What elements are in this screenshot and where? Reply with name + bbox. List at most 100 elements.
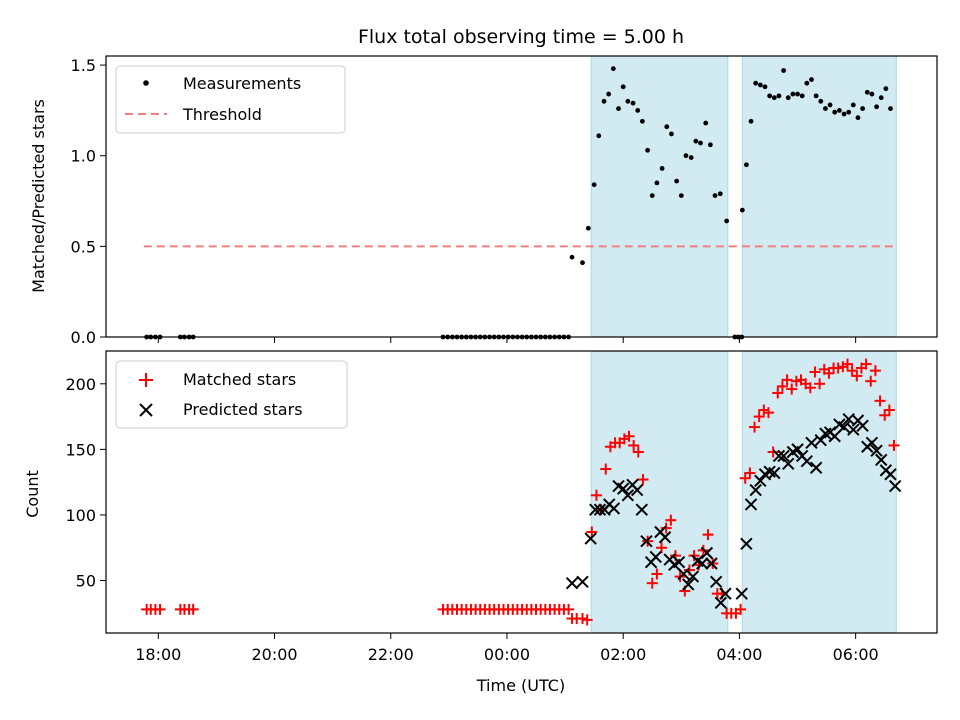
measurement-point [707, 142, 713, 148]
matched-point [637, 474, 649, 486]
measurement-point [795, 91, 800, 97]
matched-point [586, 526, 598, 538]
x-tick-label: 22:00 [368, 645, 414, 664]
measurement-point [678, 193, 684, 198]
predicted-point [870, 444, 883, 457]
matched-legend-marker [139, 373, 153, 387]
predicted-point [682, 578, 695, 591]
measurement-point [850, 102, 856, 108]
top-plot-frame [105, 55, 938, 338]
matched-point [753, 411, 765, 423]
predicted-point [705, 557, 718, 570]
bottom-plot-frame [105, 350, 938, 634]
measurement-point [620, 84, 626, 90]
ratio-panel: 0.0 0.5 1.0 1.5 Matched/Predicted stars Mea… [29, 55, 938, 347]
count-panel: 50 100 150 200 18:00 20:00 22:00 00:00 02:00 04:… [23, 350, 938, 695]
predicted-point [782, 457, 795, 471]
predicted-point [672, 555, 686, 569]
measurement-point [832, 109, 838, 115]
measurement-point [693, 138, 699, 144]
measurement-point [836, 107, 842, 113]
x-axis-label: Time (UTC) [476, 676, 565, 695]
matched-point [590, 489, 602, 501]
measurement-point [639, 118, 645, 124]
measurement-point [771, 95, 777, 101]
y-tick-label: 200 [65, 375, 96, 394]
predicted-point [616, 482, 630, 495]
measurement-point [888, 106, 893, 111]
predicted-point [791, 443, 804, 456]
y-tick-label: 100 [65, 506, 96, 525]
matched-point [651, 568, 663, 580]
predicted-point [696, 557, 709, 570]
measurement-point [883, 86, 889, 92]
measurement-point [606, 91, 612, 97]
y-tick-label: 0.5 [71, 237, 96, 256]
measurement-point [841, 111, 847, 117]
measurement-point [625, 98, 631, 104]
matched-point [656, 542, 668, 554]
predicted-point [749, 483, 762, 497]
measurement-point [601, 98, 607, 104]
top-shaded-intervals [590, 55, 897, 338]
predicted-point [709, 575, 723, 589]
matched-point [623, 430, 635, 442]
predicted-point [809, 461, 823, 474]
measurement-point [799, 93, 805, 99]
measurement-point [762, 84, 768, 90]
predicted-point [805, 436, 818, 450]
matched-point [772, 387, 784, 399]
x-tick-label: 18:00 [135, 645, 181, 664]
measurement-point [827, 102, 833, 108]
top-y-axis: 0.0 0.5 1.0 1.5 [71, 56, 106, 347]
measurements-legend-marker [143, 80, 149, 86]
measurements-legend-label: Measurements [183, 74, 301, 93]
matched-point [187, 603, 199, 615]
top-x-ticks [157, 337, 857, 343]
matched-point [660, 522, 672, 534]
x-tick-label: 04:00 [716, 645, 762, 664]
predicted-point [772, 449, 786, 463]
threshold-legend-label: Threshold [182, 105, 262, 124]
matched-point [809, 366, 821, 378]
y-tick-label: 50 [76, 572, 96, 591]
predicted-point [630, 483, 644, 497]
measurement-point [748, 118, 754, 124]
measurement-point [776, 93, 782, 99]
predicted-point [777, 449, 790, 463]
measurement-point [645, 147, 651, 153]
predicted-point [686, 570, 700, 583]
predicted-point [744, 498, 758, 511]
predicted-point [593, 503, 607, 516]
measurement-point [569, 254, 575, 260]
measurement-point [753, 80, 759, 86]
matched-stars-series [141, 358, 900, 626]
matched-point [600, 463, 612, 475]
predicted-point [875, 453, 888, 467]
matched-point [581, 614, 593, 626]
measurement-point [790, 91, 796, 97]
predicted-point [621, 489, 635, 502]
measurement-point [785, 95, 791, 101]
measurement-point [616, 106, 621, 111]
measurements-series [144, 66, 893, 340]
measurement-point [846, 109, 852, 115]
predicted-point [565, 576, 579, 590]
shaded-interval-2 [741, 55, 897, 338]
matched-point [665, 514, 677, 526]
matched-point [869, 365, 881, 377]
matched-point [762, 407, 774, 419]
matched-point [860, 358, 872, 370]
x-tick-label: 20:00 [251, 645, 297, 664]
measurement-point [630, 100, 636, 106]
predicted-legend-label: Predicted stars [183, 400, 303, 419]
shaded-interval-1 [590, 55, 729, 338]
measurement-point [855, 115, 861, 121]
matched-point [767, 446, 779, 458]
measurement-point [591, 182, 597, 188]
measurement-point [669, 131, 674, 137]
predicted-point [884, 468, 897, 481]
y-tick-label: 0.0 [71, 328, 96, 347]
measurement-point [823, 106, 828, 111]
